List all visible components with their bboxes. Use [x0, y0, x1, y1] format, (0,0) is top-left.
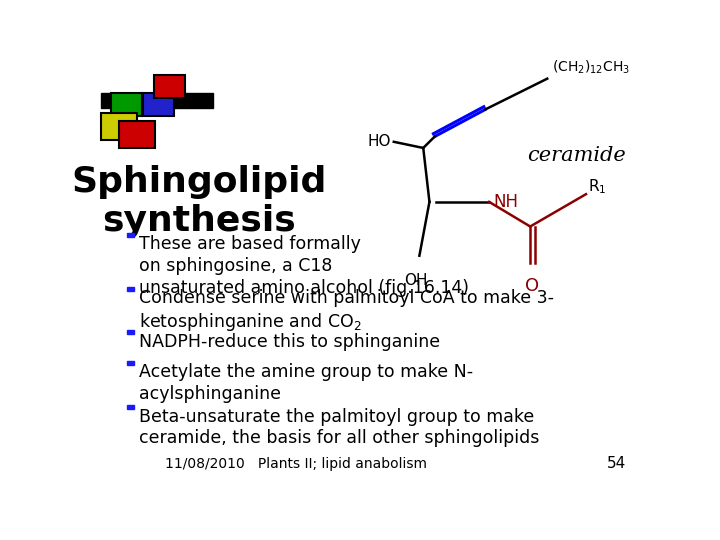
Text: Sphingolipid
synthesis: Sphingolipid synthesis [71, 165, 326, 238]
FancyBboxPatch shape [127, 287, 134, 291]
FancyBboxPatch shape [127, 233, 134, 237]
Text: R$_1$: R$_1$ [588, 177, 607, 196]
Text: acylsphinganine: acylsphinganine [139, 385, 281, 403]
Text: NADPH-reduce this to sphinganine: NADPH-reduce this to sphinganine [139, 333, 440, 351]
FancyBboxPatch shape [127, 361, 134, 365]
Text: Condense serine with palmitoyl CoA to make 3-: Condense serine with palmitoyl CoA to ma… [139, 289, 554, 307]
Text: ceramide, the basis for all other sphingolipids: ceramide, the basis for all other sphing… [139, 429, 539, 448]
FancyBboxPatch shape [111, 93, 142, 116]
FancyBboxPatch shape [127, 406, 134, 409]
Text: Acetylate the amine group to make N-: Acetylate the amine group to make N- [139, 363, 473, 381]
Text: NH: NH [493, 193, 518, 211]
FancyBboxPatch shape [101, 93, 213, 109]
Text: (CH$_2$)$_{12}$CH$_3$: (CH$_2$)$_{12}$CH$_3$ [552, 58, 630, 76]
FancyBboxPatch shape [119, 121, 156, 148]
Text: on sphingosine, a C18: on sphingosine, a C18 [139, 257, 333, 275]
Text: ketosphinganine and CO$_2$: ketosphinganine and CO$_2$ [139, 311, 361, 333]
Text: These are based formally: These are based formally [139, 235, 361, 253]
Text: unsaturated amino alcohol (fig.16.14): unsaturated amino alcohol (fig.16.14) [139, 279, 469, 296]
Text: HO: HO [367, 134, 391, 149]
FancyBboxPatch shape [127, 330, 134, 334]
FancyBboxPatch shape [143, 93, 174, 116]
Text: O: O [526, 278, 539, 295]
Text: Beta-unsaturate the palmitoyl group to make: Beta-unsaturate the palmitoyl group to m… [139, 408, 534, 426]
FancyBboxPatch shape [154, 75, 185, 98]
FancyBboxPatch shape [101, 113, 138, 140]
Text: 54: 54 [606, 456, 626, 471]
Text: 11/08/2010   Plants II; lipid anabolism: 11/08/2010 Plants II; lipid anabolism [166, 457, 428, 471]
Text: OH: OH [404, 273, 427, 288]
Text: ceramide: ceramide [527, 146, 626, 165]
